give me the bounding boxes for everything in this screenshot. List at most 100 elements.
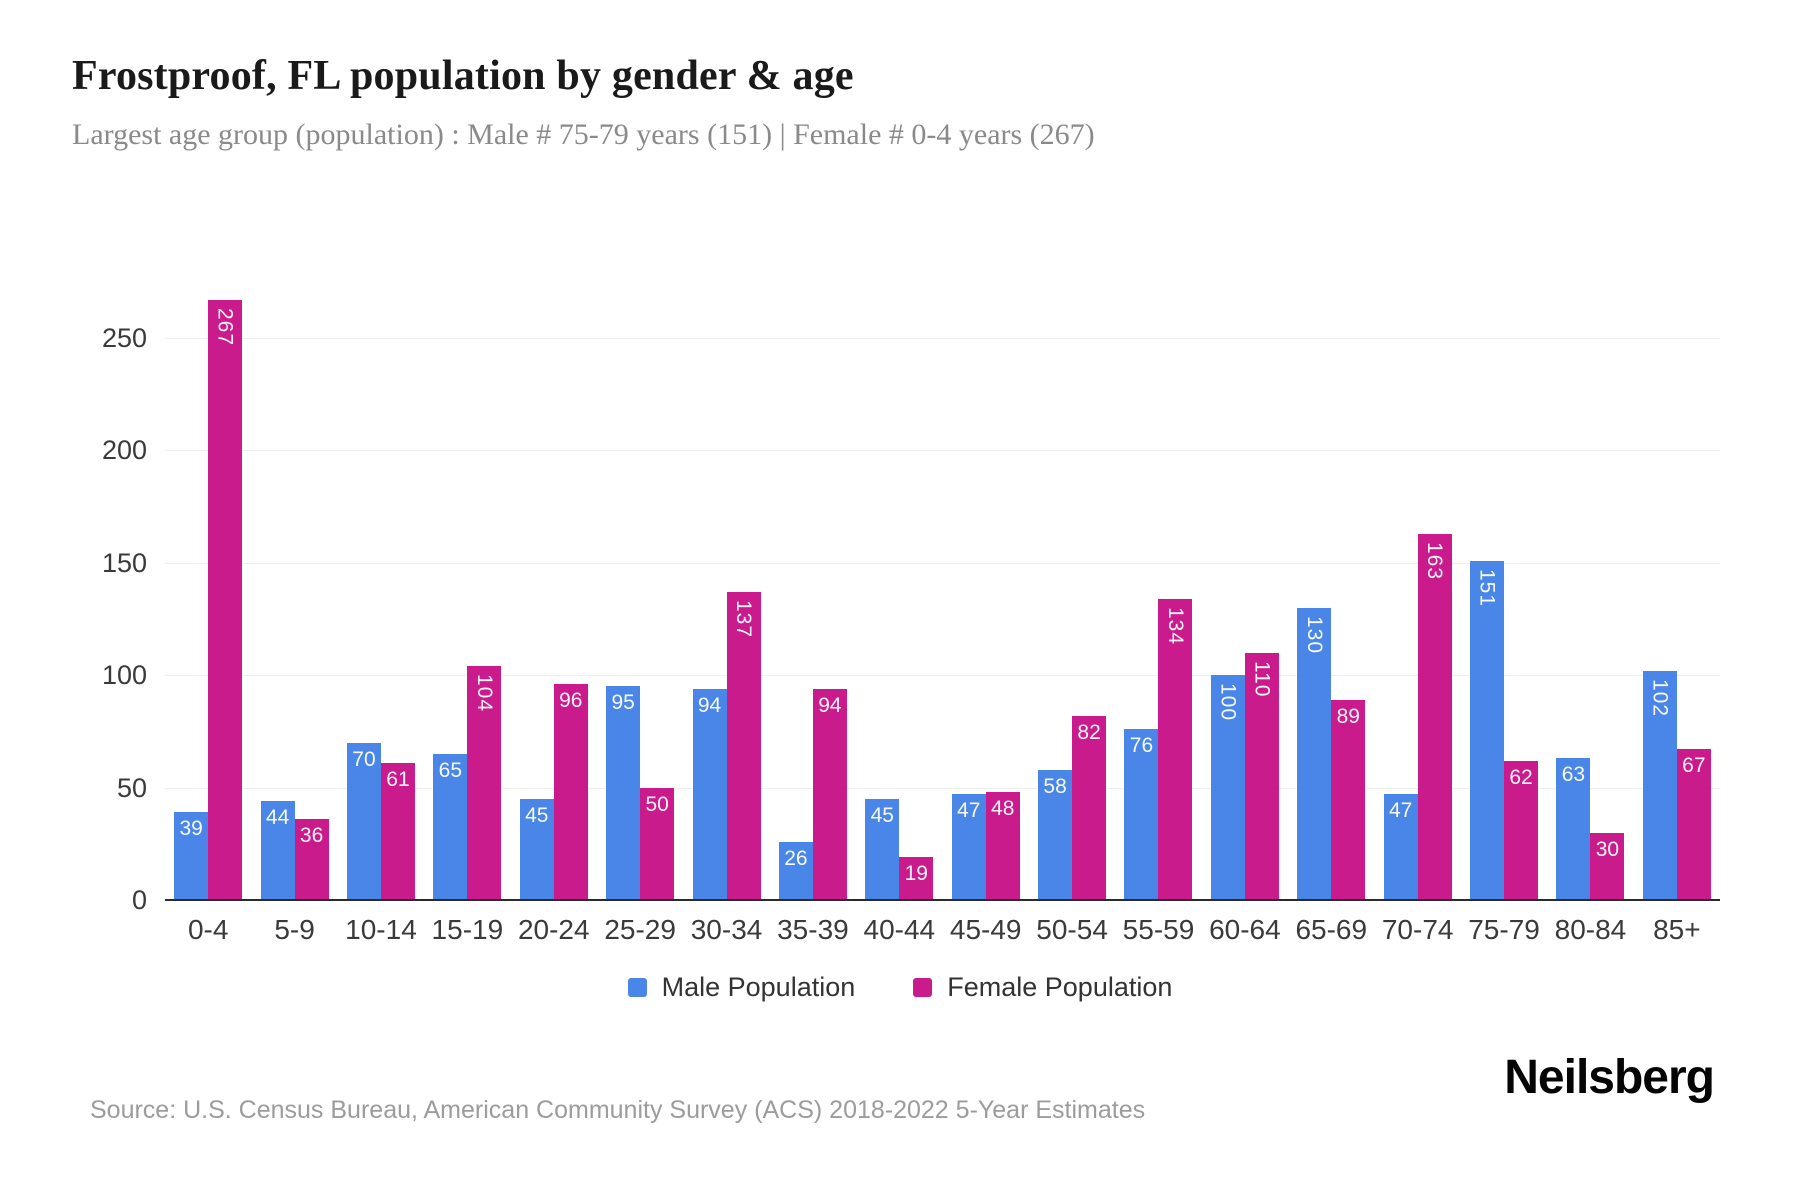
bar-group-60-64: 100 110 60-64 (1202, 260, 1288, 945)
female-bar-25-29[interactable]: 50 (640, 788, 675, 900)
bar-value-label: 134 (1163, 607, 1187, 646)
bar-value-label: 47 (1388, 799, 1413, 822)
bar-group-35-39: 26 94 35-39 (770, 260, 856, 945)
female-bar-70-74[interactable]: 163 (1417, 534, 1452, 900)
female-bar-80-84[interactable]: 30 (1590, 833, 1625, 900)
male-bar-50-54[interactable]: 58 (1038, 770, 1073, 900)
female-bar-20-24[interactable]: 96 (553, 684, 588, 900)
male-bar-80-84[interactable]: 63 (1556, 758, 1591, 900)
x-axis-tick-label-5-9: 5-9 (274, 914, 315, 945)
male-bar-5-9[interactable]: 44 (260, 801, 295, 900)
bar-groups: 39 267 0-4 44 36 5-9 70 61 10-14 65 104 15-19 45 96 20… (165, 260, 1720, 945)
gridline-100 (165, 675, 1720, 677)
bar-value-label: 39 (179, 817, 203, 840)
male-bar-55-59[interactable]: 76 (1124, 729, 1159, 900)
bar-group-5-9: 44 36 5-9 (251, 260, 337, 945)
female-bar-60-64[interactable]: 110 (1244, 653, 1279, 900)
legend-item-female[interactable]: Female Population (913, 972, 1172, 1003)
gridline-200 (165, 450, 1720, 452)
bar-value-label: 45 (525, 804, 549, 827)
male-bar-40-44[interactable]: 45 (865, 799, 900, 900)
female-bar-45-49[interactable]: 48 (985, 792, 1020, 900)
y-axis-tick-label: 50 (116, 772, 147, 803)
male-bar-70-74[interactable]: 47 (1383, 794, 1418, 900)
male-bar-10-14[interactable]: 70 (346, 743, 381, 900)
male-bar-35-39[interactable]: 26 (778, 842, 813, 900)
bar-group-80-84: 63 30 80-84 (1547, 260, 1633, 945)
bar-group-20-24: 45 96 20-24 (511, 260, 597, 945)
bar-value-label: 76 (1129, 734, 1154, 757)
bar-value-label: 30 (1595, 838, 1620, 861)
female-bar-65-69[interactable]: 89 (1331, 700, 1366, 900)
x-axis-tick-label-45-49: 45-49 (949, 914, 1022, 945)
chart-title: Frostproof, FL population by gender & ag… (72, 53, 854, 99)
bar-value-label: 26 (784, 847, 808, 870)
bar-value-label: 36 (299, 824, 324, 847)
y-axis-tick-label: 100 (101, 660, 147, 691)
bar-value-label: 19 (904, 862, 928, 885)
legend-swatch-male (627, 978, 647, 997)
bar-group-75-79: 151 62 75-79 (1461, 260, 1547, 945)
female-bar-55-59[interactable]: 134 (1158, 599, 1193, 900)
female-bar-15-19[interactable]: 104 (467, 666, 502, 900)
male-bar-30-34[interactable]: 94 (692, 689, 727, 900)
y-axis-tick-label: 250 (101, 323, 147, 353)
male-bar-85+[interactable]: 102 (1642, 671, 1677, 900)
bar-value-label: 94 (818, 694, 842, 717)
female-bar-50-54[interactable]: 82 (1072, 716, 1107, 900)
y-axis-tick-label: 200 (101, 435, 147, 466)
legend-item-male[interactable]: Male Population (627, 972, 855, 1003)
bar-group-85+: 102 67 85+ (1634, 260, 1720, 945)
bar-group-0-4: 39 267 0-4 (165, 260, 251, 945)
x-axis-tick-label-0-4: 0-4 (187, 914, 229, 945)
chart-subtitle: Largest age group (population) : Male # … (72, 118, 1095, 151)
bar-value-label: 63 (1561, 763, 1586, 786)
bar-value-label: 61 (386, 768, 410, 791)
x-axis-line (165, 899, 1720, 901)
x-axis-tick-label-25-29: 25-29 (604, 914, 676, 945)
male-bar-20-24[interactable]: 45 (519, 799, 554, 900)
legend-label-female: Female Population (947, 972, 1173, 1002)
y-axis-tick-label: 0 (131, 885, 147, 915)
bar-group-15-19: 65 104 15-19 (424, 260, 510, 945)
bar-group-65-69: 130 89 65-69 (1288, 260, 1374, 945)
male-bar-65-69[interactable]: 130 (1297, 608, 1332, 900)
bar-group-40-44: 45 19 40-44 (856, 260, 942, 945)
gridline-250 (165, 338, 1720, 339)
bar-value-label: 137 (732, 600, 756, 639)
bar-value-label: 163 (1423, 542, 1447, 581)
female-bar-5-9[interactable]: 36 (294, 819, 329, 900)
legend-swatch-female (913, 978, 933, 997)
bar-value-label: 45 (870, 804, 894, 827)
bar-value-label: 102 (1648, 679, 1672, 718)
bar-value-label: 104 (472, 674, 496, 713)
bar-value-label: 44 (265, 806, 290, 829)
male-bar-60-64[interactable]: 100 (1210, 675, 1245, 900)
male-bar-45-49[interactable]: 47 (951, 794, 986, 900)
bar-value-label: 94 (697, 694, 722, 717)
male-bar-75-79[interactable]: 151 (1470, 561, 1505, 900)
y-axis-tick-label: 150 (101, 547, 147, 578)
female-bar-30-34[interactable]: 137 (726, 592, 761, 900)
bar-group-25-29: 95 50 25-29 (597, 260, 683, 945)
bar-group-45-49: 47 48 45-49 (943, 260, 1029, 945)
female-bar-10-14[interactable]: 61 (380, 763, 415, 900)
bar-value-label: 100 (1216, 683, 1240, 722)
male-bar-0-4[interactable]: 39 (174, 812, 209, 900)
bar-value-label: 151 (1475, 569, 1499, 608)
female-bar-40-44[interactable]: 19 (899, 857, 934, 900)
female-bar-35-39[interactable]: 94 (812, 689, 847, 900)
male-bar-25-29[interactable]: 95 (606, 686, 641, 900)
x-axis-tick-label-60-64: 60-64 (1209, 914, 1281, 945)
female-bar-75-79[interactable]: 62 (1504, 761, 1539, 900)
bar-value-label: 47 (957, 799, 981, 822)
bar-value-label: 48 (991, 797, 1015, 820)
x-axis-tick-label-70-74: 70-74 (1381, 914, 1454, 945)
female-bar-85+[interactable]: 67 (1676, 749, 1711, 900)
bar-value-label: 67 (1682, 754, 1706, 777)
female-bar-0-4[interactable]: 267 (208, 300, 243, 900)
x-axis-tick-label-40-44: 40-44 (863, 914, 936, 945)
male-bar-15-19[interactable]: 65 (433, 754, 468, 900)
x-axis-tick-label-15-19: 15-19 (431, 914, 504, 945)
